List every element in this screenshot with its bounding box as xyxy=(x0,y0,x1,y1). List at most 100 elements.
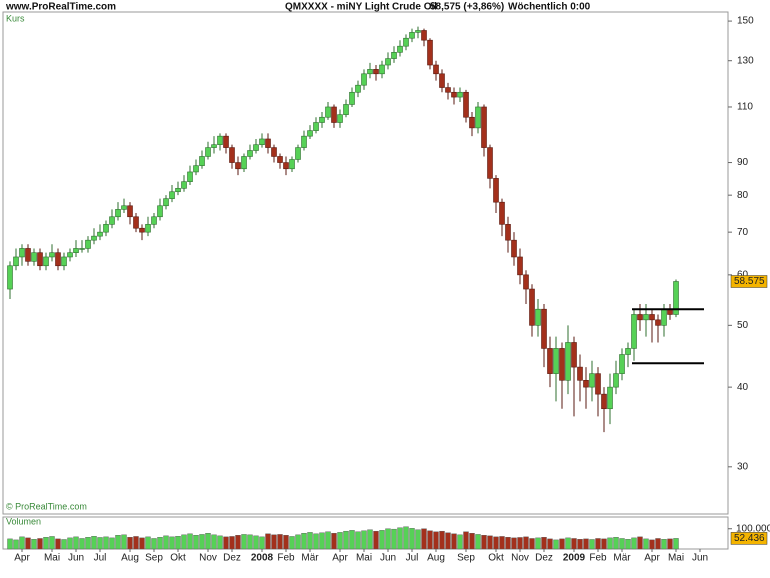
candle-body xyxy=(283,162,289,170)
x-tick-label: Apr xyxy=(644,553,660,564)
volume-bar xyxy=(607,537,613,550)
volume-bar xyxy=(673,538,679,550)
volume-bar xyxy=(589,539,595,550)
x-tick-label: Dez xyxy=(535,553,553,564)
x-tick-label: Jun xyxy=(692,553,708,564)
candle-body xyxy=(205,147,211,157)
candle-body xyxy=(157,205,163,218)
candle-body xyxy=(469,116,475,129)
volume-bar xyxy=(445,532,451,550)
volume-bar xyxy=(469,533,475,550)
candle-body xyxy=(133,216,139,229)
candle-body xyxy=(457,91,463,98)
volume-bar xyxy=(109,537,115,550)
candle-body xyxy=(73,248,79,253)
candle-body xyxy=(217,135,223,145)
quote: 58,575 (+3,86%) xyxy=(430,2,504,13)
candle-body xyxy=(241,156,247,170)
x-tick-label: Feb xyxy=(277,553,295,564)
candle-body xyxy=(19,248,25,258)
volume-bar xyxy=(583,538,589,550)
candle-body xyxy=(421,30,427,41)
x-tick-label: Sep xyxy=(145,553,163,564)
candle-body xyxy=(361,73,367,86)
x-tick-label: Okt xyxy=(488,553,504,564)
candle-body xyxy=(181,181,187,189)
volume-bar xyxy=(253,535,259,550)
candle-body xyxy=(109,216,115,225)
volume-bar xyxy=(67,537,73,550)
volume-bar xyxy=(43,537,49,550)
y-tick-label: 90 xyxy=(737,157,749,168)
candle-body xyxy=(577,366,583,381)
volume-bar xyxy=(13,539,19,550)
volume-bar xyxy=(529,538,535,550)
x-tick-label: Nov xyxy=(511,553,529,564)
volume-bar xyxy=(103,536,109,550)
volume-bar xyxy=(505,537,511,550)
volume-bar xyxy=(259,536,265,550)
candle-body xyxy=(583,379,589,388)
volume-bar xyxy=(91,536,97,550)
volume-bar xyxy=(343,530,349,550)
candle-body xyxy=(649,314,655,321)
volume-bar xyxy=(391,528,397,550)
candle-body xyxy=(463,91,469,118)
volume-bar xyxy=(499,536,505,550)
candle-body xyxy=(103,224,109,233)
price-panel xyxy=(2,11,729,515)
candle-body xyxy=(367,69,373,75)
candle-body xyxy=(331,106,337,123)
volume-bar xyxy=(7,538,13,550)
candle-body xyxy=(433,64,439,75)
volume-bar xyxy=(157,537,163,550)
volume-tick-label: 100.000 xyxy=(736,523,770,534)
candle-body xyxy=(313,122,319,131)
volume-bar xyxy=(19,536,25,550)
candle-body xyxy=(475,106,481,129)
volume-bar xyxy=(181,534,187,550)
volume-bar xyxy=(643,538,649,550)
volume-bar xyxy=(547,538,553,550)
candle-body xyxy=(247,150,253,157)
candle-body xyxy=(631,314,637,349)
volume-bar xyxy=(367,529,373,550)
candle-body xyxy=(223,135,229,148)
x-tick-label: 2008 xyxy=(251,553,274,564)
candle-body xyxy=(505,224,511,241)
candle-body xyxy=(397,45,403,53)
x-tick-label: Apr xyxy=(332,553,348,564)
candle-body xyxy=(427,39,433,66)
x-tick-label: Mai xyxy=(668,553,684,564)
candle-body xyxy=(553,348,559,374)
volume-bar xyxy=(475,534,481,550)
volume-bar xyxy=(145,536,151,550)
volume-bar xyxy=(133,536,139,550)
candle-body xyxy=(307,130,313,137)
y-tick-label: 80 xyxy=(737,190,749,201)
candle-body xyxy=(415,30,421,33)
candle-body xyxy=(49,252,55,258)
volume-bar xyxy=(457,534,463,550)
candle-body xyxy=(115,209,121,218)
candle-body xyxy=(289,159,295,170)
candle-body xyxy=(589,373,595,388)
volume-bar xyxy=(433,531,439,550)
volume-bar xyxy=(127,537,133,550)
volume-bar xyxy=(115,535,121,550)
volume-bar xyxy=(223,536,229,550)
volume-bar xyxy=(493,536,499,550)
y-tick-label: 110 xyxy=(737,102,753,113)
candle-body xyxy=(193,165,199,173)
volume-bar xyxy=(79,538,85,550)
volume-bar xyxy=(637,536,643,550)
candle-body xyxy=(91,235,97,241)
candle-body xyxy=(85,239,91,249)
volume-bar xyxy=(163,535,169,550)
volume-bar xyxy=(205,533,211,550)
candle-body xyxy=(541,308,547,349)
candle-body xyxy=(439,73,445,88)
candle-body xyxy=(55,252,61,267)
candle-body xyxy=(487,147,493,179)
